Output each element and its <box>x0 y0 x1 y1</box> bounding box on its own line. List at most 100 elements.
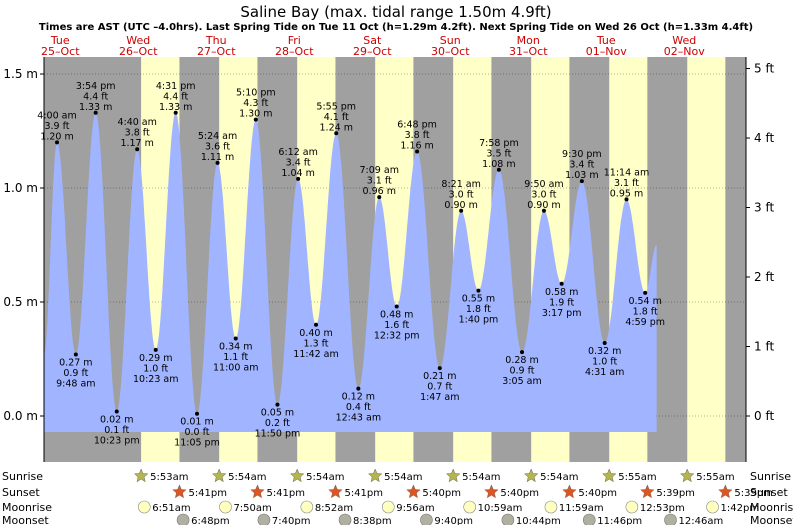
tide-label: 0.48 m <box>380 310 413 321</box>
tide-label: 0.9 ft <box>63 368 88 379</box>
tide-label: 11:00 am <box>213 362 258 373</box>
moonset-icon <box>257 513 271 525</box>
almanac-row-label-right: Sunset <box>750 486 788 499</box>
moonset-time: 6:48pm <box>191 516 230 525</box>
tide-label: 0.40 m <box>299 328 332 339</box>
almanac-row-label-left: Sunset <box>2 486 40 499</box>
tide-label: 0.29 m <box>139 353 172 364</box>
moonrise-icon <box>300 500 314 514</box>
tide-label: 1.16 m <box>400 141 433 152</box>
sunrise-icon <box>601 468 617 483</box>
sunrise-icon <box>367 468 383 483</box>
tide-label: 12:43 am <box>336 413 381 424</box>
sunset-time: 5:39pm <box>656 488 695 499</box>
tide-label: 5:24 am <box>198 131 237 142</box>
tide-label: 1.03 m <box>565 170 598 181</box>
moonrise-icon <box>381 500 395 514</box>
tide-label: 0.28 m <box>505 355 538 366</box>
tide-point <box>215 160 220 165</box>
moonrise-icon <box>219 500 232 514</box>
y-tick-label-right: 4 ft <box>754 131 774 145</box>
tide-label: 0.90 m <box>527 200 560 211</box>
moonrise-time: 9:56am <box>396 503 434 514</box>
tide-label: 3.9 ft <box>44 121 69 132</box>
tide-label: 1.0 ft <box>143 363 168 374</box>
sunset-icon <box>718 484 733 499</box>
tide-label: 7:58 pm <box>479 138 519 149</box>
moonrise-icon <box>137 500 151 514</box>
moonrise-icon <box>625 500 639 514</box>
tide-label: 3:05 am <box>502 376 541 387</box>
sunset-icon <box>562 484 577 499</box>
tide-label: 3.0 ft <box>449 189 474 200</box>
tide-point <box>73 352 78 357</box>
tide-point <box>93 110 98 115</box>
y-tick-label-right: 5 ft <box>754 62 774 76</box>
sunrise-icon <box>445 468 461 483</box>
tide-label: 7:09 am <box>360 165 399 176</box>
day-name: Fri <box>288 34 301 47</box>
moonrise-icon <box>706 500 719 514</box>
tide-label: 1.33 m <box>159 102 192 113</box>
moonset-icon <box>420 513 433 525</box>
moonrise-time: 6:51am <box>152 503 190 514</box>
tide-label: 11:14 am <box>604 167 649 178</box>
tide-point <box>437 366 442 371</box>
tide-label: 11:05 pm <box>174 438 220 449</box>
tide-label: 3.8 ft <box>405 130 430 141</box>
tide-label: 0.34 m <box>219 341 252 352</box>
tide-label: 3.1 ft <box>367 176 392 187</box>
tide-label: 9:30 pm <box>562 149 602 160</box>
tide-label: 1.24 m <box>320 122 353 133</box>
tide-label: 1.1 ft <box>223 352 248 363</box>
moonset-time: 8:38pm <box>353 516 392 525</box>
sunrise-time: 5:54am <box>384 472 422 483</box>
sunrise-icon <box>679 468 695 483</box>
sunrise-icon <box>289 468 305 483</box>
daylight-band <box>687 57 726 462</box>
tide-label: 0.4 ft <box>346 402 371 413</box>
moonset-time: 9:40pm <box>434 516 473 525</box>
sunrise-time: 5:55am <box>618 472 656 483</box>
tide-label: 3:17 pm <box>542 308 582 319</box>
tide-label: 10:23 am <box>133 374 178 385</box>
moonset-icon <box>501 513 515 525</box>
tide-point <box>253 117 258 122</box>
tide-label: 4:59 pm <box>625 317 665 328</box>
tide-label: 1.33 m <box>79 102 112 113</box>
tide-point <box>579 179 584 184</box>
almanac-row-label-right: Sunrise <box>750 470 791 483</box>
moonset-time: 7:40pm <box>272 516 311 525</box>
sunset-time: 5:40pm <box>500 488 539 499</box>
tide-label: 1:47 am <box>420 392 459 403</box>
tide-label: 3.8 ft <box>125 128 150 139</box>
tide-point <box>459 208 464 213</box>
sunrise-time: 5:55am <box>696 472 734 483</box>
tide-label: 0.55 m <box>462 294 495 305</box>
tide-label: 0.12 m <box>342 392 375 403</box>
day-name: Tue <box>596 34 616 47</box>
tide-label: 8:21 am <box>441 179 480 190</box>
tide-point <box>233 336 238 341</box>
tide-label: 0.1 ft <box>104 425 129 436</box>
tide-point <box>476 288 481 293</box>
tide-point <box>275 402 280 407</box>
sunset-icon <box>172 484 187 499</box>
moonrise-time: 11:59am <box>559 503 604 514</box>
day-name: Wed <box>126 34 150 47</box>
tide-label: 3.4 ft <box>286 157 311 168</box>
tide-point <box>195 411 200 416</box>
tide-point <box>559 281 564 286</box>
tide-point <box>415 149 420 154</box>
tide-label: 3:54 pm <box>76 81 116 92</box>
tide-label: 4.4 ft <box>83 91 108 102</box>
tide-label: 1.30 m <box>239 109 272 120</box>
day-date: 27–Oct <box>197 45 236 58</box>
tide-label: 11:50 pm <box>255 429 301 440</box>
y-tick-label-right: 2 ft <box>754 270 774 284</box>
moonrise-time: 12:53pm <box>640 503 685 514</box>
chart-title: Saline Bay (max. tidal range 1.50m 4.9ft… <box>240 3 551 21</box>
moonset-time: 12:46am <box>679 516 724 525</box>
moonrise-time: 7:50am <box>233 503 271 514</box>
tide-label: 0.02 m <box>100 414 133 425</box>
